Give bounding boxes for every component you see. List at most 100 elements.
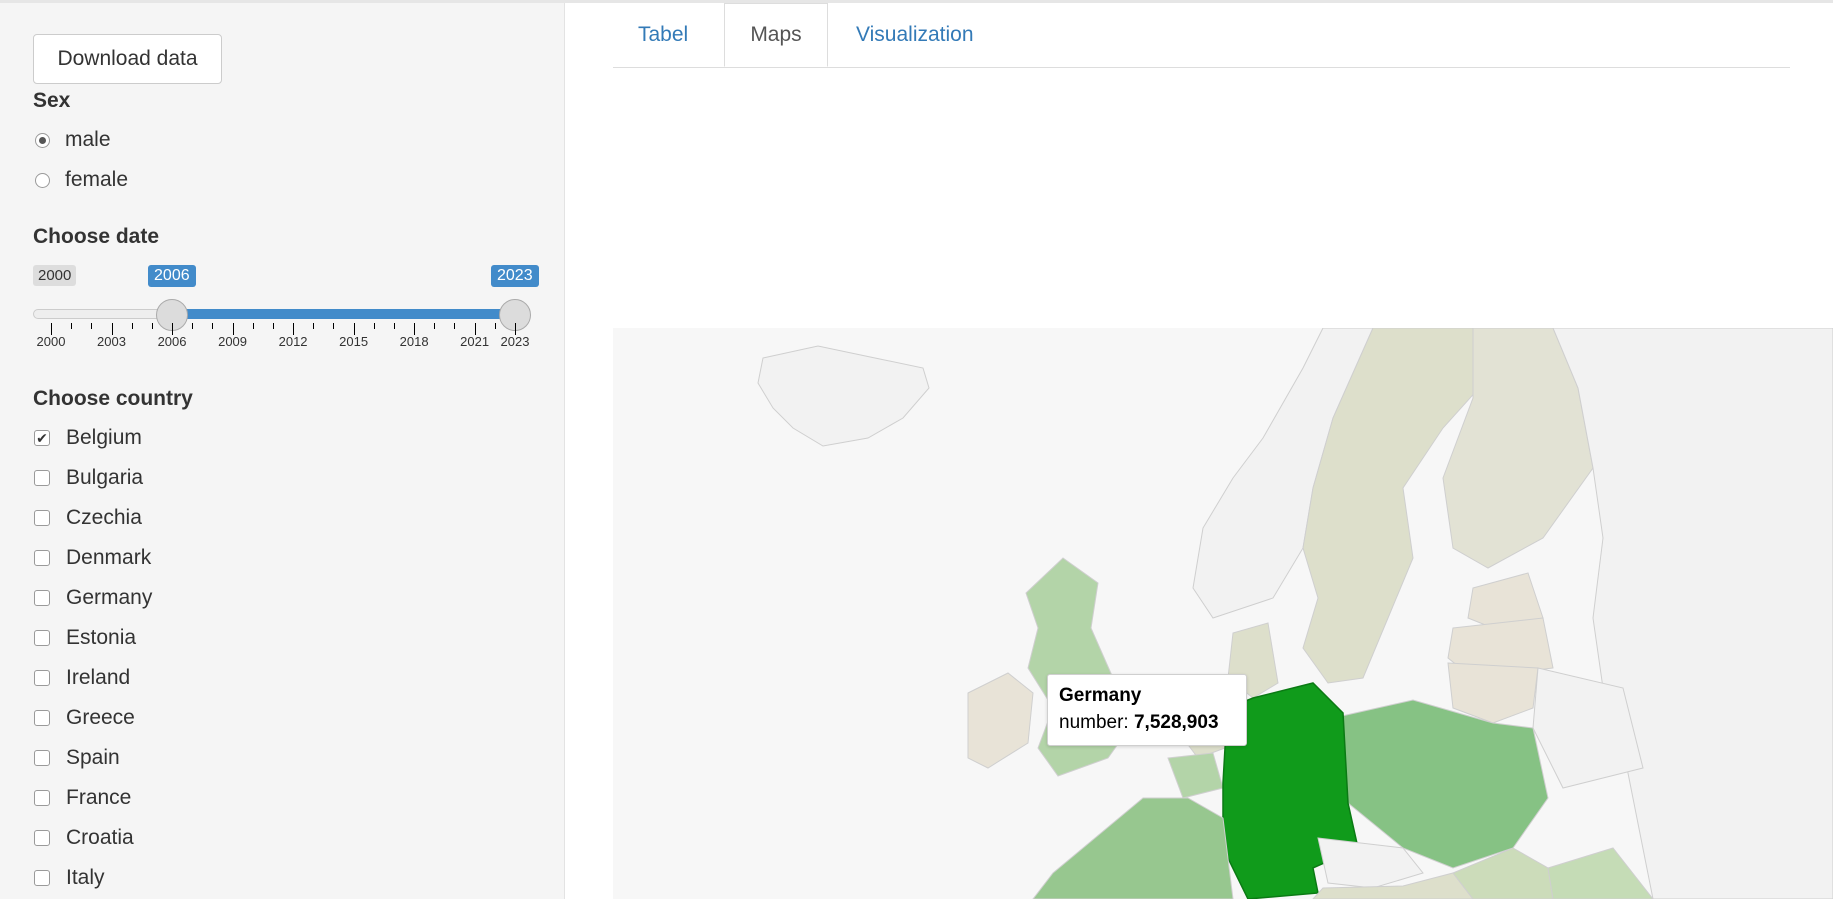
slider-tick-label: 2006: [157, 334, 187, 349]
slider-tick-label: 2012: [278, 334, 308, 349]
slider-tick: [393, 323, 395, 329]
slider-tick: [151, 323, 153, 329]
slider-tick: [454, 323, 456, 329]
country-lithuania[interactable]: [1447, 662, 1539, 724]
tab-visualization[interactable]: Visualization: [856, 23, 974, 46]
slider-tick: [71, 323, 73, 329]
country-france[interactable]: [1032, 797, 1234, 899]
slider-tick-label: 2000: [36, 334, 66, 349]
checkbox-option-czechia[interactable]: Czechia: [33, 505, 142, 531]
country-czechia[interactable]: [1317, 837, 1424, 889]
slider-tick: [111, 323, 113, 335]
slider-min-label: 2000: [33, 265, 77, 286]
checkbox-spain[interactable]: [34, 750, 50, 766]
checkbox-option-bulgaria[interactable]: Bulgaria: [33, 465, 143, 491]
slider-tick: [313, 323, 315, 329]
radio-female[interactable]: [35, 172, 50, 188]
checkbox-germany[interactable]: [34, 590, 50, 606]
checkbox-option-spain[interactable]: Spain: [33, 745, 120, 771]
radio-option-male[interactable]: male: [33, 127, 111, 153]
checkbox-italy[interactable]: [34, 870, 50, 886]
checkbox-option-france[interactable]: France: [33, 785, 131, 811]
slider-tick-label: 2021: [460, 334, 490, 349]
radio-label-female: female: [65, 168, 129, 191]
country-belarus[interactable]: [1532, 667, 1644, 789]
slider-tick: [494, 323, 496, 329]
checkbox-label: France: [66, 786, 132, 809]
slider-tick: [414, 323, 416, 335]
slider-tick: [131, 323, 133, 329]
slider-tick: [51, 323, 52, 335]
checkbox-belgium[interactable]: ✔: [34, 430, 50, 446]
checkbox-option-estonia[interactable]: Estonia: [33, 625, 136, 651]
tooltip-metric-label: number:: [1059, 712, 1129, 733]
download-data-button[interactable]: Download data: [33, 34, 222, 84]
slider-tick-label: 2023: [500, 334, 530, 349]
slider-from-value: 2006: [148, 265, 196, 287]
date-range-slider[interactable]: 2000 2006 2023 2000 2003 2006 2009 2012 2015 2…: [33, 265, 539, 355]
slider-tick: [272, 323, 274, 329]
top-border: [0, 0, 1833, 3]
slider-selected-range: [172, 309, 515, 319]
checkbox-label: Ireland: [66, 666, 131, 689]
checkbox-label: Denmark: [66, 546, 152, 569]
tooltip-value: 7,528,903: [1133, 712, 1219, 733]
slider-tick: [434, 323, 436, 329]
map-tooltip: Germany number: 7,528,903: [1047, 674, 1247, 746]
radio-option-female[interactable]: female: [33, 167, 128, 193]
checkbox-label: Belgium: [66, 426, 142, 449]
checkbox-label: Croatia: [66, 826, 134, 849]
checkbox-czechia[interactable]: [34, 510, 50, 526]
choose-date-label: Choose date: [33, 225, 160, 248]
choose-country-label: Choose country: [33, 387, 193, 410]
checkbox-option-belgium[interactable]: ✔ Belgium: [33, 425, 142, 451]
tab-bar: Tabel Maps Visualization: [613, 3, 1790, 68]
checkbox-greece[interactable]: [34, 710, 50, 726]
checkbox-label: Italy: [66, 866, 105, 889]
slider-tick: [91, 323, 93, 329]
slider-tick-label: 2009: [218, 334, 248, 349]
checkbox-option-italy[interactable]: Italy: [33, 865, 105, 891]
slider-tick: [293, 323, 295, 335]
checkbox-estonia[interactable]: [34, 630, 50, 646]
slider-tick: [353, 323, 355, 335]
checkbox-label: Germany: [66, 586, 153, 609]
checkbox-bulgaria[interactable]: [34, 470, 50, 486]
slider-tick-label: 2018: [399, 334, 429, 349]
checkbox-ireland[interactable]: [34, 670, 50, 686]
slider-tick: [333, 323, 335, 329]
checkbox-label: Greece: [66, 706, 135, 729]
checkbox-france[interactable]: [34, 790, 50, 806]
choropleth-map[interactable]: [613, 328, 1833, 899]
europe-map-svg: [613, 328, 1833, 899]
tab-maps[interactable]: Maps: [724, 3, 828, 67]
checkbox-option-croatia[interactable]: Croatia: [33, 825, 134, 851]
radio-label-male: male: [65, 128, 111, 151]
slider-tick-label: 2015: [339, 334, 369, 349]
checkbox-option-germany[interactable]: Germany: [33, 585, 152, 611]
country-iceland[interactable]: [757, 345, 930, 447]
country-poland[interactable]: [1332, 699, 1549, 869]
checkbox-option-ireland[interactable]: Ireland: [33, 665, 130, 691]
checkbox-croatia[interactable]: [34, 830, 50, 846]
radio-male[interactable]: [35, 132, 50, 148]
tooltip-country: Germany: [1059, 685, 1142, 706]
slider-tick: [515, 323, 516, 335]
tab-tabel[interactable]: Tabel: [638, 23, 689, 46]
checkbox-label: Spain: [66, 746, 120, 769]
checkbox-label: Czechia: [66, 506, 142, 529]
checkbox-option-denmark[interactable]: Denmark: [33, 545, 151, 571]
slider-tick: [232, 323, 234, 335]
slider-tick: [192, 323, 194, 329]
slider-tick: [172, 323, 174, 335]
country-romania[interactable]: [1547, 847, 1654, 899]
checkbox-denmark[interactable]: [34, 550, 50, 566]
country-ireland[interactable]: [967, 672, 1034, 769]
slider-tick: [474, 323, 476, 335]
sidebar-panel: Download data Sex male female Choose dat…: [0, 3, 565, 899]
slider-tick: [373, 323, 375, 329]
checkbox-option-greece[interactable]: Greece: [33, 705, 135, 731]
checkbox-label: Estonia: [66, 626, 137, 649]
slider-tick: [252, 323, 254, 329]
slider-tick: [212, 323, 214, 329]
